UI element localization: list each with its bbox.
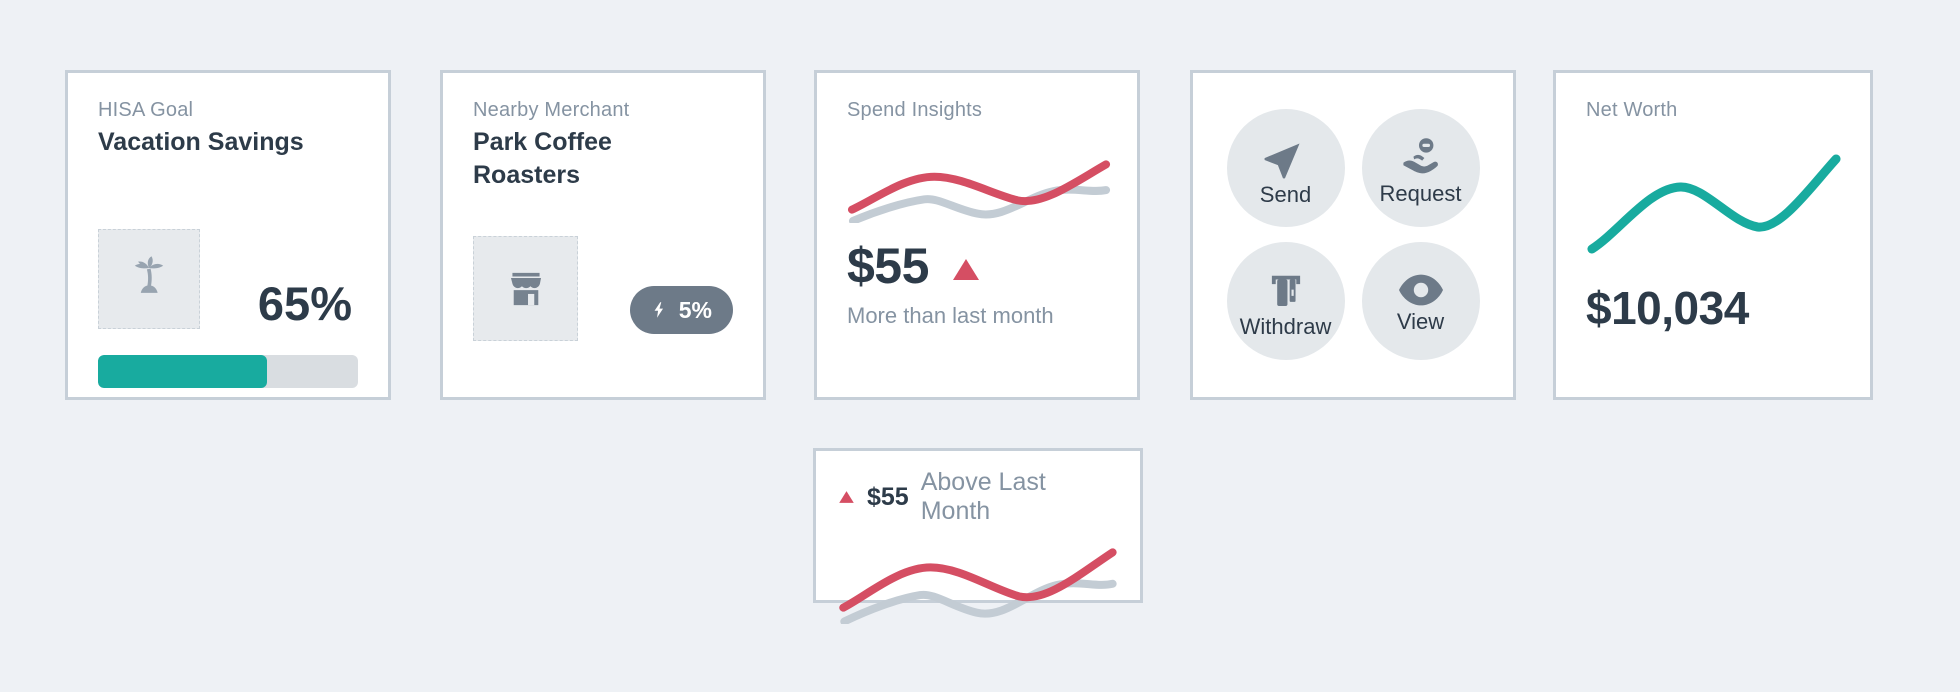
spend-amount: $55	[847, 238, 929, 294]
request-button[interactable]: Request	[1361, 109, 1480, 227]
cashback-percent: 5%	[678, 296, 712, 323]
net-worth-card[interactable]: Net Worth $10,034	[1553, 70, 1873, 400]
merchant-image-placeholder	[473, 236, 578, 341]
summary-amount: $55	[867, 482, 909, 511]
summary-sparkline-chart	[838, 536, 1120, 624]
spend-amount-row: $55	[847, 241, 1107, 291]
goal-image-placeholder	[98, 229, 200, 329]
spend-sparkline-chart	[847, 151, 1113, 223]
spend-subtext: More than last month	[847, 303, 1054, 328]
action-label: Withdraw	[1239, 313, 1332, 339]
goal-progress-fill	[98, 355, 267, 388]
action-label: View	[1396, 308, 1445, 334]
card-label: Net Worth	[1586, 99, 1678, 121]
palm-tree-icon	[126, 254, 172, 305]
summary-header: $55 Above Last Month	[838, 468, 1118, 526]
card-label: Spend Insights	[847, 99, 983, 121]
send-button[interactable]: Send	[1226, 109, 1345, 227]
spend-summary-card[interactable]: $55 Above Last Month	[813, 448, 1143, 603]
storefront-icon	[504, 267, 548, 311]
eye-icon	[1397, 273, 1445, 307]
quick-actions-card: Send Request Wit	[1190, 70, 1516, 400]
actions-grid: Send Request Wit	[1193, 109, 1513, 360]
lightning-icon	[651, 298, 668, 322]
nearby-merchant-card[interactable]: Nearby Merchant Park Coffee Roasters 5%	[440, 70, 766, 400]
net-worth-amount: $10,034	[1586, 282, 1749, 334]
spend-insights-card[interactable]: Spend Insights $55 More than last month	[814, 70, 1140, 400]
paper-plane-icon	[1263, 134, 1309, 180]
goal-progress-bar	[98, 355, 358, 388]
merchant-row: 5%	[473, 236, 733, 341]
card-label: HISA Goal	[98, 99, 194, 121]
trend-up-icon	[838, 490, 855, 504]
action-label: Request	[1379, 180, 1462, 206]
goal-progress-row: 65%	[98, 229, 358, 329]
card-label: Nearby Merchant	[473, 99, 630, 121]
trend-up-icon	[951, 257, 981, 282]
goal-title: Vacation Savings	[98, 128, 304, 156]
withdraw-button[interactable]: Withdraw	[1226, 242, 1345, 360]
cashback-badge[interactable]: 5%	[629, 286, 733, 334]
hisa-goal-card[interactable]: HISA Goal Vacation Savings 65%	[65, 70, 391, 400]
view-button[interactable]: View	[1361, 242, 1480, 360]
action-label: Send	[1259, 181, 1312, 207]
merchant-name: Park Coffee Roasters	[473, 128, 612, 189]
net-worth-sparkline-chart	[1586, 147, 1844, 259]
atm-card-icon	[1264, 268, 1308, 312]
summary-text: Above Last Month	[920, 468, 1046, 525]
hand-coin-icon	[1397, 135, 1445, 179]
goal-percent: 65%	[257, 277, 352, 330]
